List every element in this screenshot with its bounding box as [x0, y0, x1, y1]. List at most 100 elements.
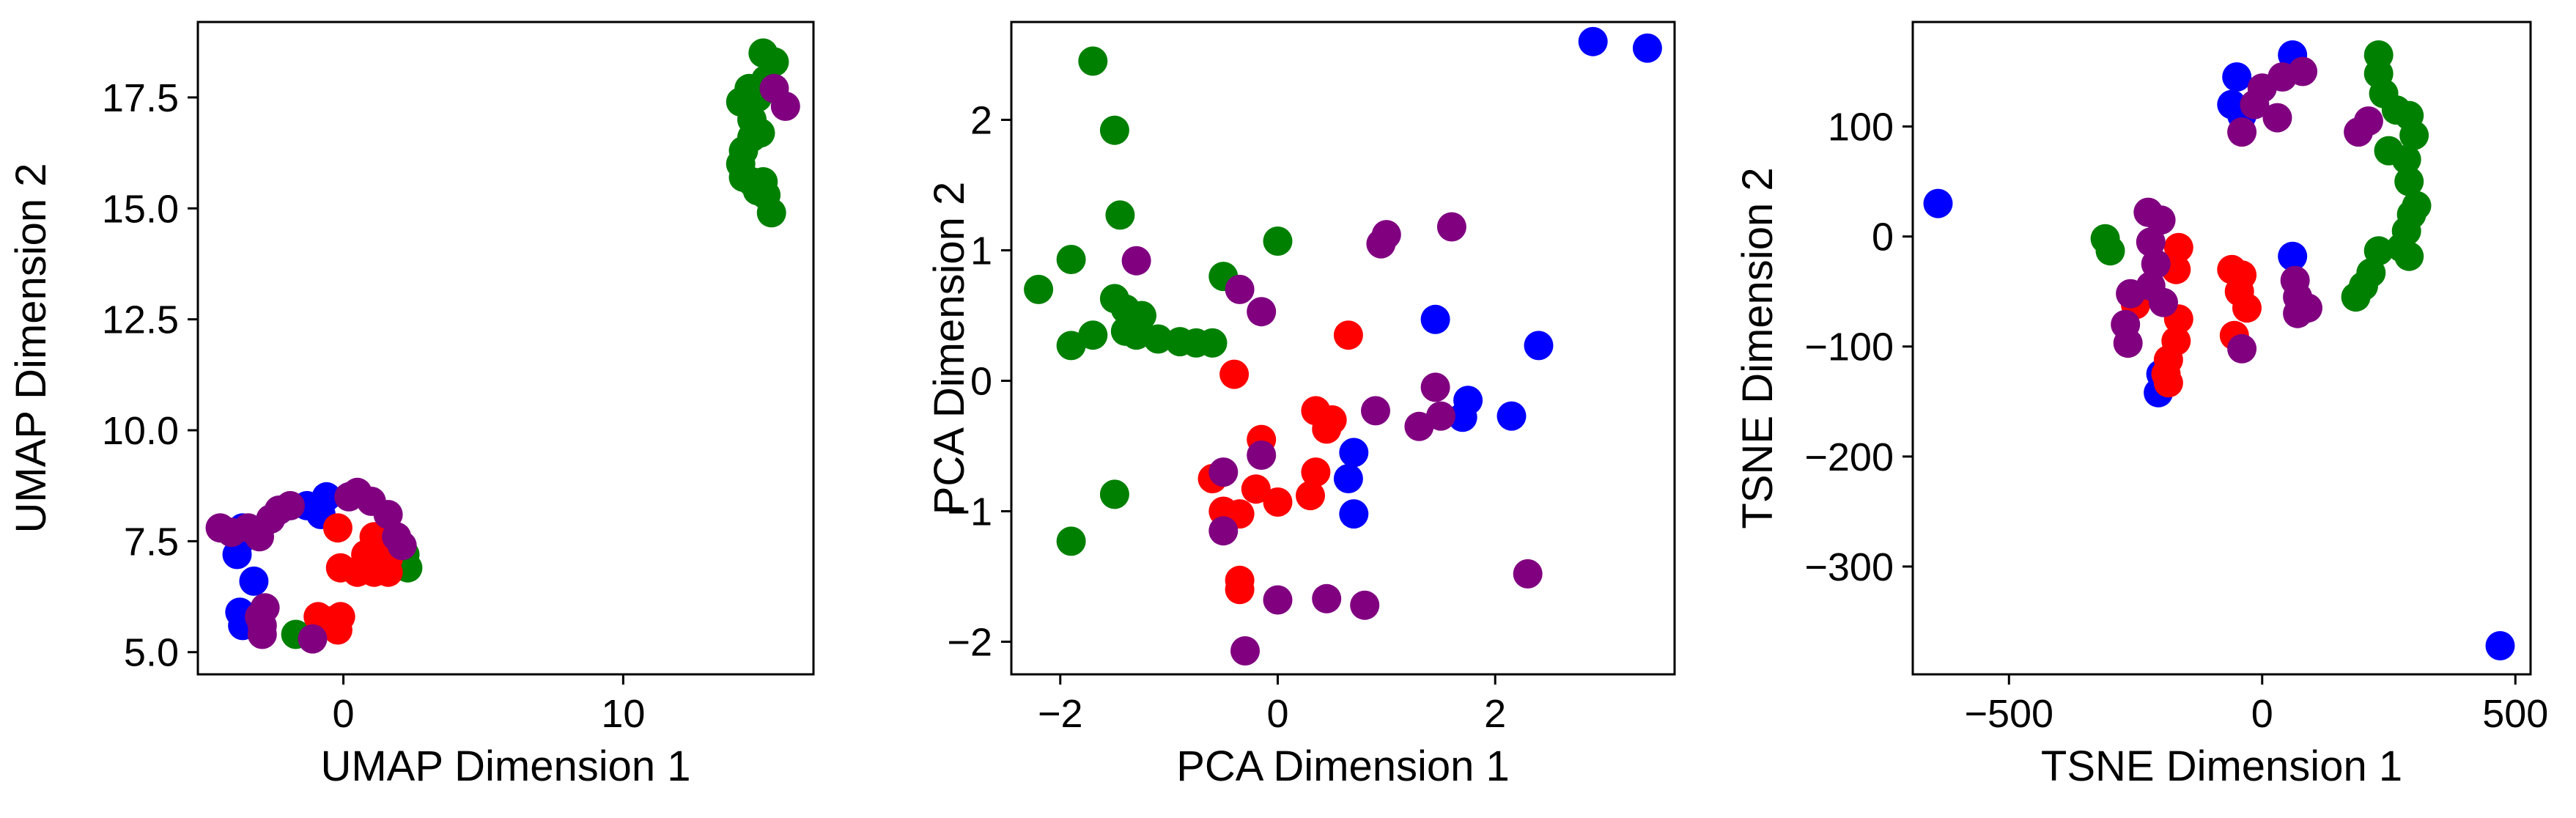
umap-x-tick-label: 0: [333, 692, 355, 736]
tsne-point-s3-7: [2227, 117, 2257, 147]
umap-point-s0-16: [748, 167, 778, 196]
pca-point-s2-8: [1241, 474, 1271, 504]
pca-point-s2-9: [1296, 481, 1325, 511]
tsne-panel: TSNE Dimension 1 TSNE Dimension 2 −500 0 5…: [1734, 21, 2548, 790]
pca-point-s3-0: [1121, 246, 1151, 276]
umap-point-s3-17: [298, 624, 328, 654]
pca-point-s3-6: [1361, 396, 1390, 426]
pca-y-tick-label: 1: [970, 229, 992, 273]
umap-y-tick-label: 15.0: [102, 187, 179, 231]
tsne-y-tick-label: 100: [1828, 106, 1894, 150]
pca-point-s1-8: [1333, 464, 1363, 493]
pca-point-s2-0: [1333, 320, 1363, 350]
pca-point-s1-9: [1339, 499, 1369, 529]
pca-point-s0-2: [1105, 200, 1135, 230]
tsne-point-s3-18: [2283, 298, 2313, 328]
pca-point-s3-8: [1404, 411, 1434, 441]
pca-panel: PCA Dimension 1 PCA Dimension 2 −2 0 2 −2 −1…: [926, 21, 1676, 790]
pca-point-s3-16: [1513, 559, 1543, 589]
pca-point-s0-6: [1263, 226, 1293, 256]
tsne-point-s0-8: [2394, 166, 2424, 196]
pca-points: [1024, 26, 1662, 666]
pca-point-s3-1: [1225, 274, 1255, 304]
pca-point-s0-3: [1056, 245, 1086, 274]
pca-y-tick-label: 2: [970, 99, 992, 143]
tsne-point-s1-4: [2278, 241, 2308, 271]
umap-point-s0-15: [726, 149, 756, 179]
pca-point-s1-6: [1496, 401, 1527, 431]
tsne-point-s3-9: [2146, 205, 2176, 235]
pca-plot-frame: [1010, 21, 1676, 676]
pca-point-s0-10: [1078, 320, 1108, 350]
pca-point-s1-2: [1420, 304, 1450, 334]
tsne-x-tick-label: 0: [2251, 692, 2273, 736]
umap-point-s2-8: [373, 557, 403, 587]
pca-point-s0-4: [1024, 274, 1054, 304]
umap-point-s0-9: [745, 118, 775, 148]
tsne-x-tick-label: −500: [1964, 692, 2053, 736]
pca-point-s0-1: [1099, 115, 1129, 145]
umap-point-s3-16: [247, 619, 277, 649]
pca-point-s3-14: [1312, 583, 1342, 614]
pca-point-s2-6: [1301, 457, 1331, 487]
pca-point-s3-9: [1426, 401, 1455, 431]
tsne-point-s3-11: [2141, 249, 2171, 279]
pca-point-s3-11: [1247, 441, 1277, 470]
tsne-y-tick-label: 0: [1872, 215, 1894, 259]
pca-y-tick-label: 0: [970, 360, 992, 404]
umap-point-s3-19: [770, 92, 800, 121]
pca-y-axis-label: PCA Dimension 2: [926, 182, 973, 515]
tsne-point-s3-14: [2149, 287, 2178, 317]
pca-point-s1-7: [1339, 438, 1369, 468]
pca-point-s0-17: [1197, 328, 1228, 358]
tsne-point-s0-17: [2341, 282, 2371, 312]
pca-point-s2-1: [1219, 359, 1250, 389]
umap-x-tick-label: 10: [601, 692, 645, 736]
umap-y-tick-label: 5.0: [124, 631, 179, 675]
tsne-point-s2-0: [2163, 232, 2193, 262]
umap-y-axis-label: UMAP Dimension 2: [7, 163, 55, 533]
tsne-point-s1-1: [2222, 62, 2252, 92]
umap-y-tick-label: 12.5: [102, 298, 179, 342]
tsne-point-s3-6: [2353, 106, 2383, 136]
umap-point-s3-6: [276, 490, 305, 520]
tsne-point-s0-14: [2363, 236, 2394, 266]
tsne-plot-frame: [1911, 21, 2532, 676]
umap-points: [205, 38, 800, 654]
pca-point-s3-10: [1208, 457, 1239, 487]
pca-point-s2-4: [1312, 414, 1342, 444]
umap-point-s2-12: [322, 615, 353, 645]
tsne-y-tick-label: −300: [1804, 545, 1894, 589]
pca-x-tick-label: −2: [1038, 692, 1083, 736]
pca-point-s3-15: [1350, 590, 1380, 620]
pca-point-s3-4: [1366, 229, 1396, 259]
umap-y-tick-label: 7.5: [124, 520, 179, 564]
pca-point-s1-0: [1578, 26, 1608, 56]
tsne-point-s1-5: [1923, 188, 1953, 218]
umap-point-s2-0: [322, 513, 353, 543]
tsne-x-tick-label: 500: [2482, 692, 2548, 736]
umap-point-s3-12: [387, 531, 417, 561]
pca-point-s0-11: [1056, 331, 1086, 361]
pca-point-s3-2: [1247, 297, 1277, 327]
pca-point-s0-19: [1056, 526, 1086, 556]
umap-point-s1-3: [239, 566, 269, 596]
umap-plot-frame: [196, 21, 815, 676]
pca-point-s1-1: [1632, 33, 1662, 63]
tsne-x-axis-label: TSNE Dimension 1: [2041, 743, 2402, 790]
tsne-point-s2-12: [2153, 368, 2183, 398]
tsne-point-s3-3: [2240, 89, 2270, 119]
pca-point-s0-13: [1121, 320, 1151, 350]
pca-x-tick-label: 2: [1484, 692, 1506, 736]
umap-panel: UMAP Dimension 1 UMAP Dimension 2 0 10 5.0…: [7, 21, 815, 790]
pca-point-s1-5: [1447, 402, 1477, 432]
pca-point-s0-0: [1078, 46, 1108, 76]
tsne-point-s0-5: [2399, 120, 2429, 150]
pca-x-axis-label: PCA Dimension 1: [1176, 743, 1510, 790]
tsne-y-tick-label: −100: [1804, 325, 1894, 369]
pca-point-s3-12: [1208, 516, 1239, 546]
tsne-point-s3-20: [2113, 328, 2143, 358]
pca-point-s2-10: [1263, 487, 1293, 517]
pca-point-s3-7: [1420, 372, 1450, 402]
